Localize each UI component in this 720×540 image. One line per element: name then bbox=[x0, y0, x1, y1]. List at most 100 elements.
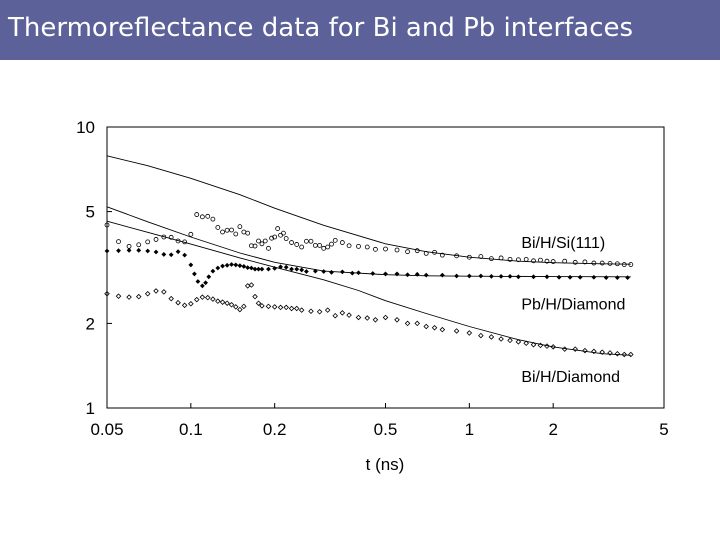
data-point bbox=[498, 255, 504, 261]
data-point bbox=[182, 252, 188, 258]
x-tick-label: 0.1 bbox=[179, 420, 203, 439]
data-point bbox=[215, 298, 221, 304]
data-point bbox=[249, 265, 254, 271]
data-point bbox=[372, 317, 379, 323]
data-point bbox=[281, 230, 286, 236]
data-point bbox=[192, 271, 197, 277]
data-point bbox=[206, 274, 212, 280]
data-point bbox=[294, 266, 300, 272]
data-point bbox=[507, 256, 513, 262]
data-point bbox=[199, 294, 206, 300]
data-point bbox=[210, 216, 216, 222]
data-point bbox=[423, 250, 429, 256]
data-point bbox=[405, 249, 410, 255]
data-point bbox=[215, 265, 221, 271]
data-point bbox=[265, 303, 272, 310]
data-point bbox=[199, 283, 205, 289]
data-point bbox=[182, 239, 188, 245]
data-point bbox=[271, 304, 278, 310]
data-point bbox=[383, 246, 388, 252]
data-point bbox=[237, 306, 243, 313]
data-point bbox=[294, 242, 300, 247]
data-point bbox=[329, 269, 334, 275]
x-tick-label: 5 bbox=[659, 420, 668, 439]
data-point bbox=[324, 307, 331, 313]
data-point bbox=[126, 294, 132, 300]
data-point bbox=[466, 273, 472, 279]
data-point bbox=[299, 244, 305, 250]
data-point bbox=[161, 289, 167, 295]
data-point bbox=[278, 232, 283, 238]
data-point bbox=[332, 312, 339, 319]
data-point bbox=[188, 231, 194, 237]
x-tick-label: 0.2 bbox=[263, 420, 287, 439]
data-point bbox=[168, 295, 174, 302]
data-point bbox=[144, 290, 151, 297]
data-point bbox=[572, 346, 578, 352]
data-point bbox=[530, 341, 537, 348]
data-point bbox=[153, 288, 159, 294]
data-point bbox=[325, 244, 331, 250]
data-point bbox=[283, 264, 289, 270]
data-point bbox=[289, 240, 294, 245]
data-point bbox=[621, 262, 627, 267]
data-point bbox=[531, 258, 536, 264]
series-2-points bbox=[104, 247, 630, 289]
data-point bbox=[582, 347, 588, 354]
data-point bbox=[136, 247, 142, 253]
data-point bbox=[193, 296, 200, 303]
data-point bbox=[248, 282, 255, 288]
data-point bbox=[346, 312, 352, 318]
data-point bbox=[224, 227, 230, 233]
data-point bbox=[104, 222, 110, 228]
data-point bbox=[153, 237, 159, 242]
data-point bbox=[278, 264, 283, 270]
data-point bbox=[488, 334, 495, 340]
data-point bbox=[355, 314, 362, 321]
data-point bbox=[245, 265, 251, 270]
data-point bbox=[104, 248, 110, 254]
plot-border bbox=[106, 126, 665, 409]
data-point bbox=[599, 260, 605, 266]
data-point bbox=[628, 351, 634, 358]
data-point bbox=[567, 274, 573, 280]
data-point bbox=[161, 252, 167, 257]
data-point bbox=[312, 268, 318, 274]
data-point bbox=[199, 214, 205, 220]
data-point bbox=[329, 241, 334, 247]
data-point bbox=[181, 302, 188, 309]
data-point bbox=[228, 302, 235, 308]
data-point bbox=[126, 247, 132, 253]
slide-title: Thermoreflectance data for Bi and Pb int… bbox=[8, 13, 634, 43]
data-point bbox=[394, 271, 400, 277]
data-point bbox=[224, 300, 230, 306]
y-tick-label: 5 bbox=[86, 203, 95, 222]
data-point bbox=[478, 332, 484, 339]
data-point bbox=[244, 283, 251, 289]
data-point bbox=[523, 256, 529, 262]
data-point bbox=[194, 212, 200, 217]
curve-label: Bi/H/Si(111) bbox=[521, 235, 605, 252]
data-point bbox=[168, 252, 174, 258]
data-point bbox=[245, 230, 251, 236]
data-point bbox=[175, 249, 181, 255]
data-point bbox=[537, 342, 544, 349]
data-point bbox=[145, 248, 151, 254]
data-point bbox=[188, 300, 194, 307]
x-axis-label: t (ns) bbox=[366, 455, 405, 474]
data-point bbox=[591, 348, 597, 355]
data-point bbox=[478, 254, 484, 259]
data-point bbox=[628, 262, 634, 267]
data-point bbox=[312, 243, 318, 248]
data-point bbox=[373, 246, 378, 252]
axis-ticks: 0.05 0.1 0.2 0.5 1 2 5 1 2 5 10 bbox=[76, 118, 669, 439]
data-points bbox=[104, 212, 634, 358]
data-point bbox=[498, 336, 504, 342]
data-point bbox=[544, 258, 550, 264]
data-point bbox=[298, 307, 305, 313]
data-point bbox=[454, 253, 459, 259]
data-point bbox=[266, 266, 271, 272]
curve-label: Pb/H/Diamond bbox=[521, 297, 625, 314]
data-point bbox=[339, 269, 345, 275]
data-point bbox=[621, 351, 628, 358]
